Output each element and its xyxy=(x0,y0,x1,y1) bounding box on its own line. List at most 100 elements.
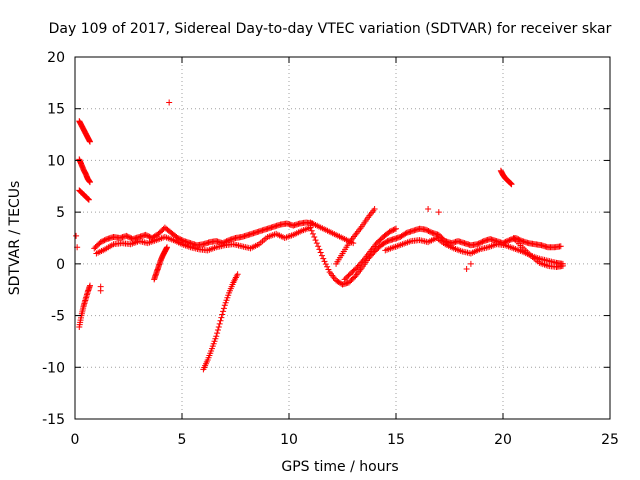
marker-arc-6-7-6-h-rising xyxy=(214,327,221,334)
marker-trough-11-13-7-h xyxy=(378,242,385,249)
marker-arc-0-2-0-7-h-negative xyxy=(86,282,93,289)
marker-trough-11-13-7-h xyxy=(315,243,322,250)
marker-rising-arc-12-6-15-h xyxy=(357,261,364,268)
y-tick-label: -10 xyxy=(42,360,65,376)
marker-arc-3-7-4-3-h-rising xyxy=(164,244,171,251)
marker-rising-arc-12-6-15-h xyxy=(355,262,362,269)
y-tick-label: 0 xyxy=(56,257,65,273)
marker-arc-6-7-6-h-rising xyxy=(216,320,223,327)
marker-outliers xyxy=(73,232,80,239)
marker-baseline-band-c xyxy=(422,226,429,233)
marker-outliers xyxy=(166,99,173,106)
marker-baseline-band-c xyxy=(383,238,390,245)
marker-arc-6-7-6-h-rising xyxy=(213,333,220,340)
marker-arc-6-7-6-h-rising xyxy=(215,323,222,330)
marker-dip-20-5-23-h xyxy=(559,262,566,269)
marker-arc-19-9-20-4-h xyxy=(508,181,515,188)
marker-arc-6-7-6-h-rising xyxy=(218,314,225,321)
marker-baseline-band-a xyxy=(102,236,109,243)
marker-arc-6-7-6-h-rising xyxy=(219,311,226,318)
marker-rising-arcs-12-2-14-h xyxy=(371,206,378,213)
marker-rising-arc-12-6-15-h xyxy=(391,226,398,233)
marker-trough-11-13-7-h xyxy=(351,274,358,281)
marker-trough-11-13-7-h xyxy=(309,230,316,237)
marker-rising-arc-12-6-15-h xyxy=(353,265,360,272)
x-tick-label: 15 xyxy=(387,432,405,448)
marker-baseline-band-a xyxy=(143,232,150,239)
x-tick-label: 5 xyxy=(178,432,187,448)
marker-outliers xyxy=(97,287,104,294)
marker-baseline-band-a xyxy=(100,237,107,244)
marker-trough-11-13-7-h xyxy=(324,263,331,270)
marker-baseline-band-a xyxy=(127,234,134,241)
marker-baseline-band-a xyxy=(142,231,149,238)
marker-outliers xyxy=(435,209,442,216)
marker-trough-11-13-7-h xyxy=(312,237,319,244)
marker-baseline-band-c xyxy=(426,228,433,235)
marker-baseline-band-c xyxy=(476,239,483,246)
marker-rising-arc-12-6-15-h xyxy=(387,228,394,235)
marker-arc-6-7-6-h-rising xyxy=(220,305,227,312)
marker-outliers xyxy=(425,206,432,213)
marker-arc-0-2-0-7-h-high xyxy=(86,138,93,145)
marker-arc-6-7-6-h-rising xyxy=(214,330,221,337)
plot-frame xyxy=(74,56,611,420)
marker-baseline-band-a xyxy=(174,235,181,241)
marker-baseline-band-a xyxy=(98,238,105,245)
marker-baseline-band-a xyxy=(179,237,186,244)
marker-trough-11-13-7-h xyxy=(316,246,323,253)
x-tick-label: 25 xyxy=(601,432,619,448)
marker-baseline-band-c xyxy=(557,243,564,250)
marker-rising-arc-12-6-15-h xyxy=(359,258,366,265)
marker-trough-11-13-7-h xyxy=(325,266,332,273)
marker-arc-0-2-0-7-h-mid xyxy=(86,179,93,186)
marker-baseline-band-c xyxy=(428,229,435,236)
marker-baseline-band-c xyxy=(478,239,485,246)
marker-trough-11-13-7-h xyxy=(313,240,320,247)
marker-baseline-band-a xyxy=(123,232,130,239)
y-tick-label: 5 xyxy=(56,205,65,221)
marker-outliers xyxy=(467,260,474,267)
y-tick-label: -15 xyxy=(42,412,65,428)
marker-arc-0-2-0-7-h-low xyxy=(85,196,92,203)
marker-trough-11-13-7-h xyxy=(318,252,325,259)
marker-trough-11-13-7-h xyxy=(322,261,329,268)
y-tick-label: -5 xyxy=(51,309,65,325)
marker-arc-6-7-6-h-rising xyxy=(220,308,227,315)
marker-rising-arc-12-6-15-h xyxy=(354,263,361,270)
marker-trough-11-13-7-h xyxy=(308,227,315,234)
y-tick-label: 20 xyxy=(47,50,65,66)
marker-trough-11-13-7-h xyxy=(311,233,318,240)
x-tick-label: 10 xyxy=(280,432,298,448)
marker-trough-11-13-7-h xyxy=(320,255,327,262)
marker-baseline-band-a xyxy=(125,234,132,241)
marker-rising-arc-12-6-15-h xyxy=(386,228,393,235)
marker-baseline-band-a xyxy=(145,233,152,240)
marker-baseline-band-a xyxy=(97,239,104,246)
chart-title: Day 109 of 2017, Sidereal Day-to-day VTE… xyxy=(49,21,612,37)
marker-arc-0-2-0-7-h-low xyxy=(85,196,92,203)
y-tick-label: 15 xyxy=(47,102,65,118)
marker-baseline-band-c xyxy=(479,238,486,245)
ticks-layer: 0 5 10 15 20 25 -15 -10 -5 0 5 10 15 20 xyxy=(42,50,619,448)
marks-layer xyxy=(73,99,566,373)
marker-baseline-band-a xyxy=(101,237,108,244)
marker-baseline-band-c xyxy=(505,237,512,244)
y-tick-label: 10 xyxy=(47,153,65,169)
x-axis-label: GPS time / hours xyxy=(281,459,398,475)
marker-trough-11-13-7-h xyxy=(376,243,383,250)
marker-arc-0-2-0-7-h-low xyxy=(84,195,91,202)
x-tick-label: 20 xyxy=(494,432,512,448)
marker-outliers xyxy=(463,266,470,273)
marker-trough-11-13-7-h xyxy=(317,249,324,256)
marker-trough-11-13-7-h xyxy=(321,258,328,265)
marker-rising-arc-12-6-15-h xyxy=(393,225,399,232)
marker-trough-11-13-7-h xyxy=(307,224,314,231)
marker-baseline-band-c xyxy=(424,227,431,234)
marker-rising-arc-12-6-15-h xyxy=(390,226,397,233)
marker-baseline-band-c xyxy=(425,227,432,234)
marker-descending-arc-11-0-13-h xyxy=(350,240,357,247)
marker-arc-6-7-6-h-rising xyxy=(234,271,241,278)
marker-rising-arc-12-6-15-h xyxy=(389,227,396,234)
